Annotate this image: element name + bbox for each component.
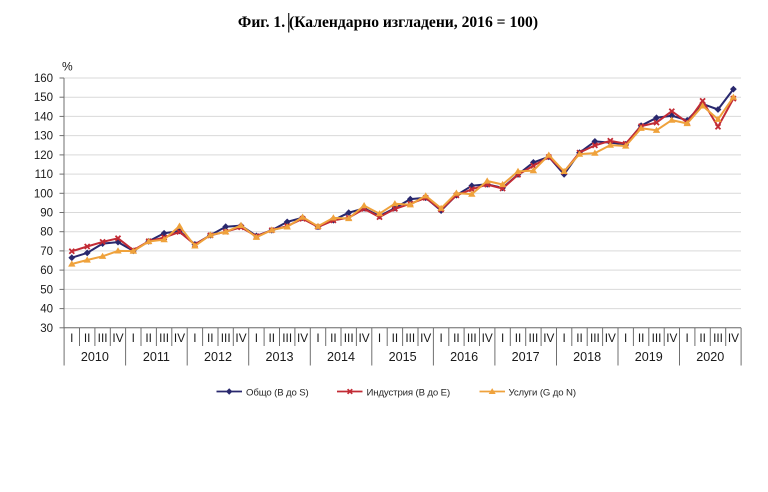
svg-text:II: II (207, 331, 214, 345)
svg-text:I: I (439, 331, 442, 345)
svg-text:2010: 2010 (81, 350, 109, 364)
svg-text:120: 120 (34, 150, 53, 162)
svg-text:IV: IV (174, 331, 185, 345)
svg-text:I: I (686, 331, 689, 345)
svg-text:III: III (405, 331, 415, 345)
svg-text:III: III (652, 331, 662, 345)
svg-text:100: 100 (34, 188, 53, 200)
svg-text:60: 60 (40, 265, 53, 277)
svg-text:III: III (344, 331, 354, 345)
svg-text:150: 150 (34, 92, 53, 104)
svg-text:90: 90 (40, 208, 53, 220)
svg-text:IV: IV (297, 331, 308, 345)
svg-text:2019: 2019 (635, 350, 663, 364)
svg-text:I: I (70, 331, 73, 345)
svg-text:III: III (159, 331, 169, 345)
svg-text:III: III (590, 331, 600, 345)
svg-text:III: III (221, 331, 231, 345)
svg-text:2017: 2017 (512, 350, 540, 364)
svg-text:II: II (330, 331, 337, 345)
svg-text:IV: IV (420, 331, 431, 345)
svg-text:I: I (316, 331, 319, 345)
svg-text:2013: 2013 (265, 350, 293, 364)
svg-text:IV: IV (666, 331, 677, 345)
svg-text:II: II (576, 331, 583, 345)
svg-text:III: III (98, 331, 108, 345)
svg-text:II: II (84, 331, 91, 345)
svg-text:II: II (638, 331, 645, 345)
svg-text:80: 80 (40, 227, 53, 239)
svg-text:III: III (528, 331, 538, 345)
svg-text:I: I (378, 331, 381, 345)
svg-text:IV: IV (482, 331, 493, 345)
svg-text:III: III (282, 331, 292, 345)
svg-text:I: I (562, 331, 565, 345)
svg-text:IV: IV (359, 331, 370, 345)
svg-text:50: 50 (40, 284, 53, 296)
svg-text:Фиг. 1. (Календарно изгладени,: Фиг. 1. (Календарно изгладени, 2016 = 10… (238, 14, 538, 31)
svg-text:2014: 2014 (327, 350, 355, 364)
svg-text:IV: IV (235, 331, 246, 345)
svg-text:2011: 2011 (143, 350, 170, 364)
svg-text:Общо (В до S): Общо (В до S) (246, 387, 309, 398)
svg-text:40: 40 (40, 304, 53, 316)
svg-text:I: I (255, 331, 258, 345)
svg-text:III: III (467, 331, 477, 345)
svg-text:160: 160 (34, 73, 53, 85)
svg-text:II: II (392, 331, 399, 345)
svg-text:II: II (515, 331, 522, 345)
svg-text:IV: IV (112, 331, 123, 345)
svg-text:2016: 2016 (450, 350, 478, 364)
svg-text:70: 70 (40, 246, 53, 258)
svg-text:30: 30 (40, 323, 53, 335)
svg-text:IV: IV (728, 331, 739, 345)
svg-text:I: I (501, 331, 504, 345)
svg-text:I: I (132, 331, 135, 345)
svg-text:III: III (713, 331, 723, 345)
svg-text:%: % (62, 60, 73, 74)
svg-text:Индустрия (В до Е): Индустрия (В до Е) (367, 387, 451, 398)
svg-text:II: II (145, 331, 152, 345)
svg-text:II: II (699, 331, 706, 345)
svg-text:130: 130 (34, 131, 53, 143)
svg-text:IV: IV (543, 331, 554, 345)
svg-text:2020: 2020 (696, 350, 724, 364)
svg-text:Услуги (G до N): Услуги (G до N) (509, 387, 576, 398)
svg-text:I: I (193, 331, 196, 345)
svg-text:2018: 2018 (573, 350, 601, 364)
svg-text:110: 110 (35, 169, 53, 181)
svg-text:II: II (453, 331, 460, 345)
svg-text:2012: 2012 (204, 350, 232, 364)
svg-text:I: I (624, 331, 627, 345)
svg-text:IV: IV (605, 331, 616, 345)
svg-text:140: 140 (34, 111, 53, 123)
svg-text:II: II (269, 331, 276, 345)
svg-text:2015: 2015 (389, 350, 417, 364)
